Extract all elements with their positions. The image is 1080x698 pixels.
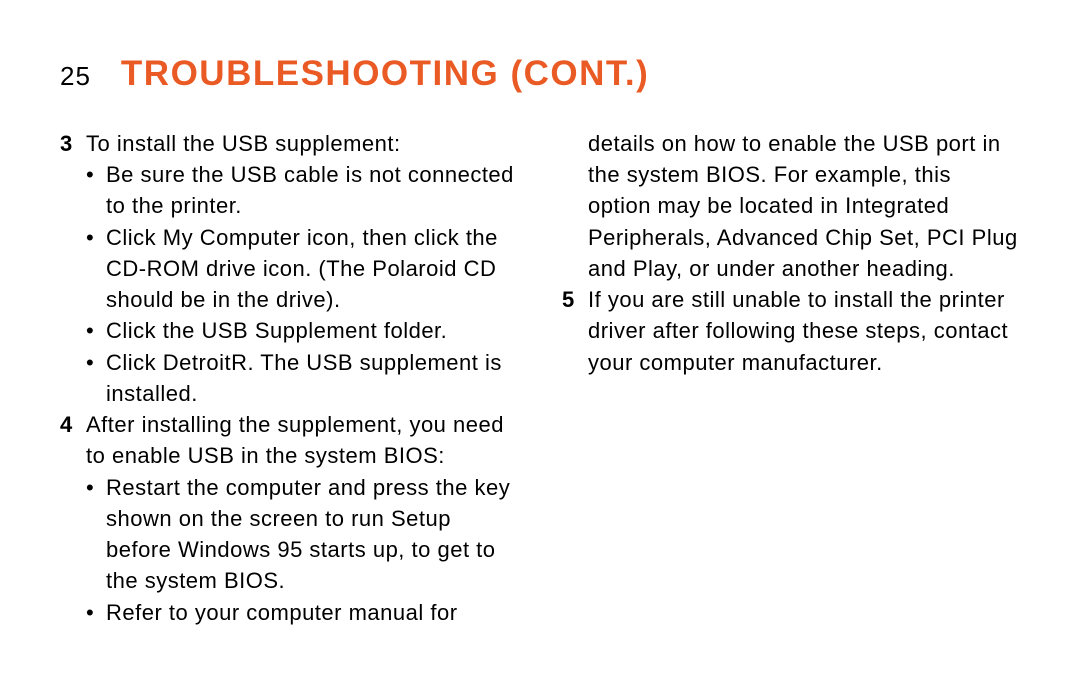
bullet-item: • Click DetroitR. The USB supplement is … [60, 347, 518, 409]
step-3: 3 To install the USB supplement: [60, 128, 518, 159]
step-text: To install the USB supplement: [86, 128, 518, 159]
step-text: If you are still unable to install the p… [588, 284, 1020, 378]
bullet-text: Restart the computer and press the key s… [106, 472, 518, 597]
bullet-text: Click DetroitR. The USB supplement is in… [106, 347, 518, 409]
step-marker: 4 [60, 409, 86, 471]
document-page: 25 TROUBLESHOOTING (CONT.) 3 To install … [0, 0, 1080, 698]
bullet-item: • Restart the computer and press the key… [60, 472, 518, 597]
page-number: 25 [60, 61, 91, 92]
body-columns: 3 To install the USB supplement: • Be su… [60, 128, 1020, 668]
page-title: TROUBLESHOOTING (CONT.) [121, 54, 649, 94]
step-text: After installing the supplement, you nee… [86, 409, 518, 471]
step-4: 4 After installing the supplement, you n… [60, 409, 518, 471]
bullet-text: Click the USB Supplement folder. [106, 315, 518, 346]
step-5: 5 If you are still unable to install the… [562, 284, 1020, 378]
bullet-text: Be sure the USB cable is not connected t… [106, 159, 518, 221]
bullet-text: Click My Computer icon, then click the C… [106, 222, 518, 316]
bullet-icon: • [86, 597, 106, 628]
continuation-text: details on how to enable the USB port in… [588, 131, 1018, 281]
step-marker: 3 [60, 128, 86, 159]
bullet-icon: • [86, 472, 106, 597]
bullet-item: • Refer to your computer manual for [60, 597, 518, 628]
bullet-item: • Be sure the USB cable is not connected… [60, 159, 518, 221]
page-header: 25 TROUBLESHOOTING (CONT.) [60, 54, 1020, 94]
step-4-continuation: details on how to enable the USB port in… [562, 128, 1020, 284]
bullet-icon: • [86, 159, 106, 221]
bullet-icon: • [86, 315, 106, 346]
bullet-icon: • [86, 222, 106, 316]
bullet-item: • Click the USB Supplement folder. [60, 315, 518, 346]
bullet-item: • Click My Computer icon, then click the… [60, 222, 518, 316]
step-marker: 5 [562, 284, 588, 378]
bullet-icon: • [86, 347, 106, 409]
bullet-text: Refer to your computer manual for [106, 597, 518, 628]
